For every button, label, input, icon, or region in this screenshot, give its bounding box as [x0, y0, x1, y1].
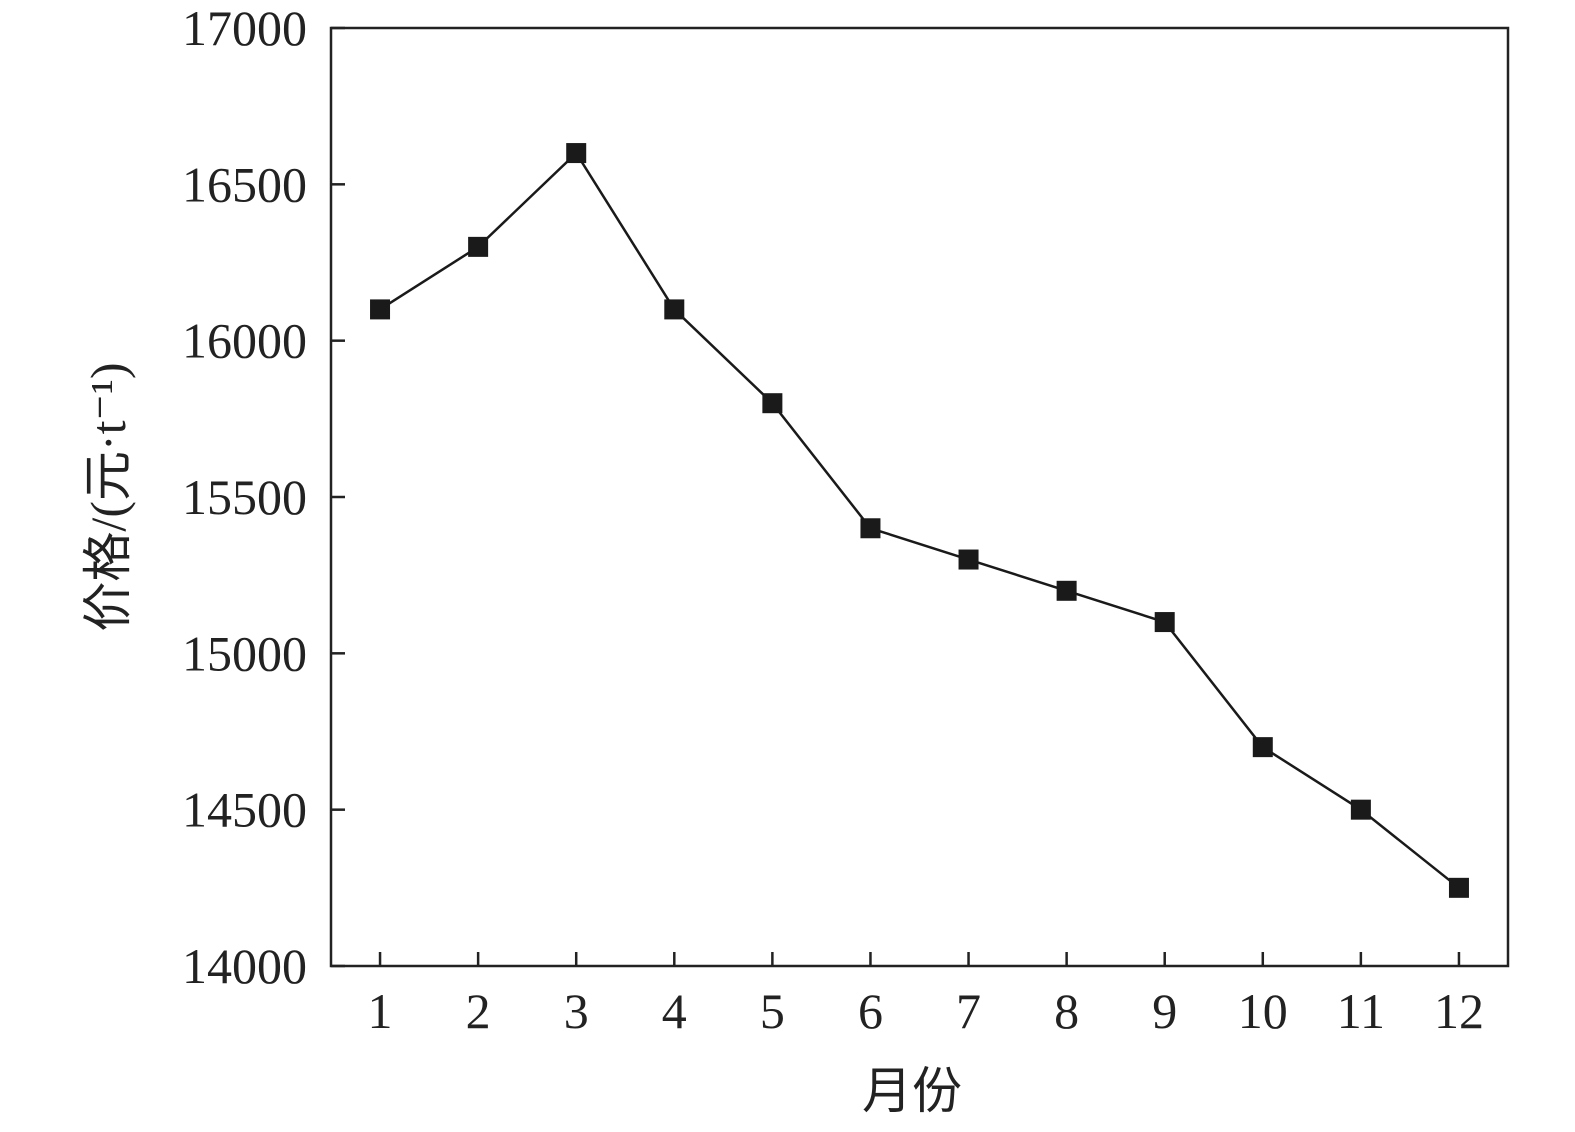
x-tick-label: 7	[956, 983, 981, 1039]
x-tick-label: 4	[662, 983, 687, 1039]
y-tick-label: 14000	[182, 938, 307, 994]
x-axis-title: 月份	[862, 1063, 962, 1119]
x-tick-label: 3	[564, 983, 589, 1039]
series-group	[370, 143, 1469, 898]
plot-frame	[329, 26, 1510, 968]
data-point	[1350, 799, 1371, 820]
y-tick-label: 14500	[182, 782, 307, 838]
x-tick-label: 9	[1152, 983, 1177, 1039]
data-point	[860, 518, 881, 539]
data-point	[370, 299, 391, 320]
x-tick-label: 10	[1238, 983, 1288, 1039]
y-axis: 14000 14500 15000 15500 16000 16500 17000	[182, 0, 345, 994]
data-point	[958, 549, 979, 570]
y-tick-label: 16500	[182, 156, 307, 212]
data-point	[1154, 612, 1175, 633]
data-point	[468, 236, 489, 257]
x-axis: 1 2 3 4 5 6 7 8 9 10 11 12	[368, 952, 1484, 1039]
x-tick-label: 11	[1337, 983, 1385, 1039]
data-point	[1448, 877, 1469, 898]
series-line	[379, 151, 1460, 889]
x-tick-label: 2	[466, 983, 491, 1039]
x-tick-label: 5	[760, 983, 785, 1039]
y-tick-label: 15500	[182, 469, 307, 525]
x-tick-label: 12	[1434, 983, 1484, 1039]
data-point	[664, 299, 685, 320]
y-tick-label: 16000	[182, 313, 307, 369]
y-axis-title: 价格/(元·t⁻¹)	[80, 362, 136, 631]
x-tick-label: 8	[1054, 983, 1079, 1039]
data-point	[566, 143, 587, 164]
x-tick-label: 6	[858, 983, 883, 1039]
y-tick-label: 17000	[182, 0, 307, 56]
data-point	[1056, 580, 1077, 601]
y-tick-label: 15000	[182, 625, 307, 681]
data-point	[1252, 737, 1273, 758]
x-tick-label: 1	[368, 983, 393, 1039]
data-point	[762, 393, 783, 414]
